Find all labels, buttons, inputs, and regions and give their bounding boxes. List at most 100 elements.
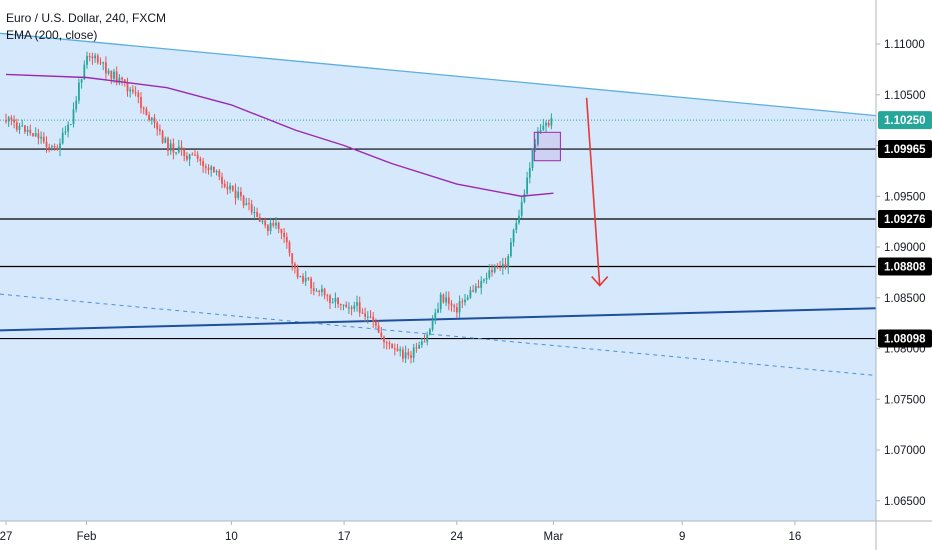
candle-body[interactable] (240, 191, 242, 197)
candle-body[interactable] (18, 126, 21, 130)
candle-body[interactable] (474, 286, 477, 292)
candle-body[interactable] (159, 129, 161, 132)
candle-body[interactable] (469, 290, 472, 298)
candle-body[interactable] (72, 109, 75, 125)
candle-body[interactable] (491, 270, 493, 273)
candle-body[interactable] (531, 148, 534, 169)
candle-body[interactable] (102, 62, 105, 64)
candle-body[interactable] (191, 154, 194, 156)
candle-body[interactable] (547, 122, 550, 126)
candle-body[interactable] (288, 242, 291, 254)
candle-body[interactable] (410, 355, 412, 358)
candle-body[interactable] (13, 119, 15, 123)
candle-body[interactable] (537, 131, 539, 145)
candle-body[interactable] (10, 117, 13, 120)
candle-body[interactable] (310, 278, 312, 289)
candle-body[interactable] (366, 316, 369, 318)
candle-body[interactable] (91, 56, 94, 59)
candle-body[interactable] (56, 147, 59, 150)
candle-body[interactable] (234, 190, 237, 198)
candle-body[interactable] (26, 129, 29, 132)
candle-body[interactable] (83, 64, 86, 80)
candle-body[interactable] (99, 62, 102, 64)
candle-body[interactable] (420, 341, 423, 346)
candle-body[interactable] (75, 100, 78, 110)
candle-body[interactable] (299, 276, 302, 278)
candle-body[interactable] (294, 263, 296, 269)
candle-body[interactable] (5, 120, 7, 122)
candle-body[interactable] (307, 277, 310, 279)
candle-body[interactable] (321, 288, 323, 292)
candle-body[interactable] (24, 125, 26, 132)
candle-body[interactable] (215, 170, 218, 173)
candle-body[interactable] (504, 263, 507, 268)
candle-body[interactable] (302, 276, 304, 282)
arrow-shaft[interactable] (585, 97, 601, 286)
candle-body[interactable] (42, 136, 45, 142)
ascending-trendline[interactable] (0, 307, 877, 332)
candle-body[interactable] (477, 286, 480, 288)
candle-body[interactable] (7, 117, 10, 122)
candle-body[interactable] (442, 294, 445, 303)
candle-body[interactable] (258, 217, 261, 222)
candle-body[interactable] (426, 334, 429, 342)
candle-body[interactable] (221, 176, 223, 185)
candle-body[interactable] (110, 70, 113, 79)
candle-body[interactable] (194, 154, 196, 156)
candle-body[interactable] (518, 215, 520, 223)
candle-body[interactable] (275, 222, 277, 226)
candle-body[interactable] (213, 166, 215, 173)
candle-body[interactable] (156, 122, 159, 130)
candle-body[interactable] (283, 232, 285, 237)
candle-body[interactable] (59, 143, 61, 150)
candle-body[interactable] (132, 89, 134, 92)
candle-body[interactable] (339, 304, 342, 306)
candle-body[interactable] (199, 158, 202, 162)
candle-body[interactable] (150, 117, 153, 120)
candle-body[interactable] (272, 222, 275, 226)
candle-body[interactable] (358, 302, 361, 313)
candle-body[interactable] (361, 312, 364, 314)
candle-body[interactable] (245, 203, 248, 206)
candle-body[interactable] (364, 313, 366, 317)
candle-body[interactable] (296, 268, 299, 278)
candle-body[interactable] (385, 342, 388, 344)
candle-body[interactable] (415, 347, 418, 349)
candle-body[interactable] (137, 92, 140, 98)
candle-body[interactable] (204, 166, 207, 168)
candle-body[interactable] (231, 185, 234, 191)
time-axis[interactable]: 27 Feb 10 17 24 Mar 9 16 (0, 521, 801, 543)
candle-body[interactable] (542, 125, 545, 131)
candle-body[interactable] (383, 336, 385, 343)
candle-body[interactable] (129, 89, 132, 92)
candle-body[interactable] (356, 302, 358, 306)
candle-body[interactable] (250, 204, 253, 213)
candle-body[interactable] (493, 266, 496, 273)
candle-body[interactable] (161, 131, 164, 143)
candle-body[interactable] (512, 229, 515, 243)
candle-body[interactable] (496, 266, 499, 268)
candle-body[interactable] (169, 143, 172, 151)
candle-body[interactable] (134, 91, 137, 93)
ema-line[interactable] (5, 73, 554, 197)
candle-body[interactable] (196, 154, 199, 159)
candle-body[interactable] (318, 290, 321, 292)
candle-body[interactable] (86, 56, 88, 65)
candle-body[interactable] (29, 129, 32, 134)
candle-body[interactable] (153, 117, 156, 123)
candle-body[interactable] (237, 191, 240, 198)
candle-body[interactable] (148, 115, 150, 120)
candle-body[interactable] (450, 303, 453, 306)
candle-body[interactable] (115, 71, 118, 84)
candle-body[interactable] (183, 149, 186, 157)
candle-body[interactable] (402, 349, 404, 359)
dashed-trendline[interactable] (0, 293, 877, 376)
candle-body[interactable] (326, 295, 329, 297)
candle-body[interactable] (210, 166, 213, 170)
candle-body[interactable] (458, 301, 461, 313)
candle-body[interactable] (229, 185, 231, 190)
candle-body[interactable] (439, 294, 442, 310)
candle-body[interactable] (499, 266, 501, 268)
candle-body[interactable] (188, 154, 191, 160)
candle-body[interactable] (483, 279, 485, 281)
